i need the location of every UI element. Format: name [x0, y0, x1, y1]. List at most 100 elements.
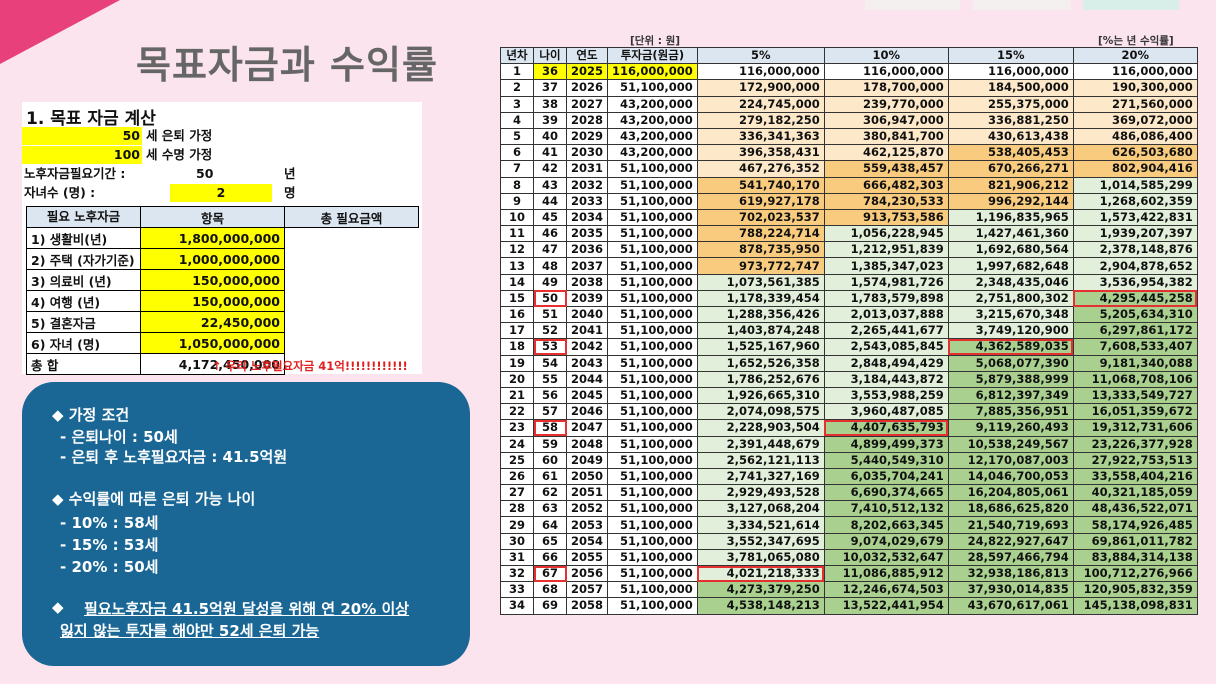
needed-item-name: 2) 주택 (자가기준): [26, 248, 141, 270]
principal-cell: 51,100,000: [607, 241, 698, 259]
return-15pct-cell: 821,906,212: [947, 176, 1074, 194]
top-tab-3[interactable]: [1083, 0, 1179, 10]
period-label: 노후자금필요기간 :: [24, 166, 126, 181]
calendar-year-cell: 2040: [565, 305, 609, 324]
return-15pct-cell: 4,362,589,035: [947, 338, 1074, 356]
table-row: 19 54 2043 51,100,000 1,652,526,358 2,848,494…: [500, 354, 1198, 372]
return-15pct-cell: 5,068,077,390: [947, 354, 1074, 372]
year-cell: 30: [500, 532, 534, 550]
age-cell: 47: [533, 241, 567, 259]
return-15pct-cell: 116,000,000: [947, 63, 1074, 81]
needed-item-value[interactable]: 22,450,000: [140, 311, 285, 333]
top-tab-2[interactable]: [973, 0, 1071, 10]
return-15pct-cell: 1,997,682,648: [947, 257, 1074, 275]
table-row: 9 44 2033 51,100,000 619,927,178 784,230,533 9…: [500, 192, 1198, 210]
calendar-year-cell: 2052: [565, 500, 609, 518]
return-10pct-cell: 239,770,000: [823, 95, 949, 113]
year-cell: 27: [500, 484, 534, 502]
header-cell: 5%: [696, 46, 825, 65]
return-10pct-cell: 2,265,441,677: [823, 322, 949, 340]
top-tab-1[interactable]: [865, 0, 960, 10]
principal-cell: 51,100,000: [607, 273, 698, 291]
return-10pct-cell: 9,074,029,679: [823, 532, 949, 550]
children-value[interactable]: 2: [170, 184, 272, 202]
return-10pct-cell: 1,056,228,945: [823, 225, 949, 243]
needed-item-value[interactable]: 150,000,000: [140, 269, 285, 291]
header-cell: 년차: [500, 46, 534, 65]
return-10pct-cell: 2,848,494,429: [823, 354, 949, 372]
return-5pct-cell: 172,900,000: [696, 79, 825, 97]
needed-item-value[interactable]: 1,050,000,000: [140, 332, 285, 354]
return-5pct-cell: 2,562,121,113: [696, 451, 825, 469]
return-10pct-cell: 5,440,549,310: [823, 451, 949, 469]
page-title: 목표자금과 수익률: [136, 43, 438, 87]
calendar-year-cell: 2031: [565, 160, 609, 178]
year-cell: 4: [500, 111, 534, 129]
return-10pct-cell: 11,086,885,912: [823, 564, 949, 583]
table-row: 15 50 2039 51,100,000 1,178,339,454 1,783,579…: [500, 289, 1198, 308]
life-age[interactable]: 100: [22, 146, 142, 164]
year-cell: 29: [500, 516, 534, 534]
return-15pct-cell: 24,822,927,647: [947, 532, 1074, 550]
return-15pct-cell: 32,938,186,813: [947, 564, 1074, 583]
age-cell: 55: [533, 370, 567, 388]
needed-item-row: 6) 자녀 (명) 1,050,000,000: [26, 332, 419, 354]
retire-age[interactable]: 50: [22, 127, 142, 145]
return-15pct-cell: 28,597,466,794: [947, 548, 1074, 567]
calendar-year-cell: 2027: [565, 95, 609, 113]
return-20pct-cell: 16,051,359,672: [1072, 403, 1198, 421]
age-cell: 43: [533, 176, 567, 194]
year-cell: 16: [500, 305, 534, 324]
age-cell: 64: [533, 516, 567, 534]
return-5pct-cell: 396,358,431: [696, 144, 825, 162]
age-cell: 61: [533, 467, 567, 486]
year-cell: 33: [500, 581, 534, 599]
return-15pct-cell: 255,375,000: [947, 95, 1074, 113]
return-5pct-cell: 2,741,327,169: [696, 467, 825, 486]
return-10pct-cell: 8,202,663,345: [823, 516, 949, 534]
calendar-year-cell: 2041: [565, 322, 609, 340]
growth-table: 년차 나이 연도 투자금(원금) 5% 10% 15% 20% 1 36 2025 116,000,…: [500, 46, 1198, 615]
return-5pct-cell: 1,288,356,426: [696, 305, 825, 324]
age-cell: 46: [533, 225, 567, 243]
conclusion-line-1: 필요노후자금 41.5억원 달성을 위해 연 20% 이상: [84, 600, 410, 618]
assumption-retire-age: - 은퇴나이 : 50세: [60, 428, 178, 446]
return-5pct-cell: 3,552,347,695: [696, 532, 825, 550]
age-cell: 48: [533, 257, 567, 275]
return-15pct-cell: 996,292,144: [947, 192, 1074, 210]
return-20pct-cell: 626,503,680: [1072, 144, 1198, 162]
return-20pct-cell: 69,861,011,782: [1072, 532, 1198, 550]
return-10pct-cell: 3,184,443,872: [823, 370, 949, 388]
return-20pct-cell: 83,884,314,138: [1072, 548, 1198, 567]
return-15pct-cell: 14,046,700,053: [947, 467, 1074, 486]
age-cell: 42: [533, 160, 567, 178]
needed-item-value[interactable]: 150,000,000: [140, 290, 285, 312]
table-row: 1 36 2025 116,000,000 116,000,000 116,000,000…: [500, 63, 1198, 81]
table-row: 3 38 2027 43,200,000 224,745,000 239,770,000 2…: [500, 95, 1198, 113]
calendar-year-cell: 2035: [565, 225, 609, 243]
return-20pct-cell: 1,268,602,359: [1072, 192, 1198, 210]
return-20pct-cell: 11,068,708,106: [1072, 370, 1198, 388]
year-cell: 32: [500, 564, 534, 583]
return-5pct-cell: 2,228,903,504: [696, 419, 825, 437]
year-cell: 5: [500, 127, 534, 146]
age-cell: 51: [533, 305, 567, 324]
return-20pct-cell: 9,181,340,088: [1072, 354, 1198, 372]
table-row: 22 57 2046 51,100,000 2,074,098,575 3,960,487…: [500, 403, 1198, 421]
principal-cell: 51,100,000: [607, 532, 698, 550]
return-5pct-cell: 1,403,874,248: [696, 322, 825, 340]
year-cell: 20: [500, 370, 534, 388]
return-15pct-cell: 2,348,435,046: [947, 273, 1074, 291]
unit-note: [단위 : 원]: [630, 35, 681, 47]
return-5pct-cell: 2,391,448,679: [696, 435, 825, 453]
year-cell: 7: [500, 160, 534, 178]
needed-item-value[interactable]: 1,000,000,000: [140, 248, 285, 270]
table-row: 14 49 2038 51,100,000 1,073,561,385 1,574,981…: [500, 273, 1198, 291]
year-cell: 6: [500, 144, 534, 162]
return-5pct-cell: 1,652,526,358: [696, 354, 825, 372]
needed-item-name: 5) 결혼자금: [26, 311, 141, 333]
needed-item-value[interactable]: 1,800,000,000: [140, 227, 285, 249]
return-15pct-cell: 43,670,617,061: [947, 597, 1074, 615]
needed-item-name: 1) 생활비(년): [26, 227, 141, 249]
return-5pct-cell: 1,525,167,960: [696, 338, 825, 356]
